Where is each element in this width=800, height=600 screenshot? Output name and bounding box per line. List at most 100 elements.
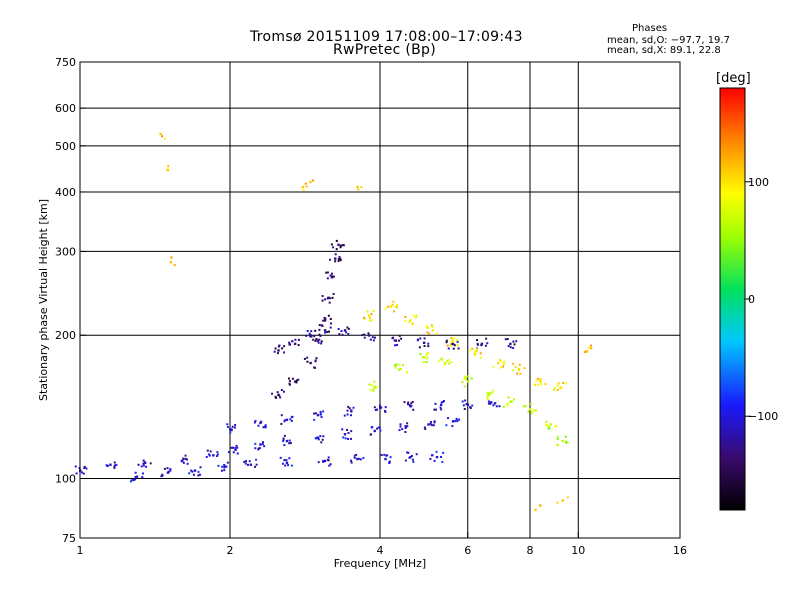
data-point — [556, 501, 559, 504]
data-point — [329, 326, 332, 329]
data-point — [320, 416, 323, 419]
data-point — [352, 406, 355, 409]
data-point — [284, 464, 287, 467]
data-point — [287, 464, 290, 467]
data-point — [432, 424, 435, 427]
data-point — [401, 428, 404, 431]
data-point — [531, 410, 534, 413]
data-point — [280, 414, 283, 417]
phases-mean-x: mean, sd,X: 89.1, 22.8 — [607, 45, 721, 56]
data-point — [489, 402, 492, 405]
data-point — [529, 403, 532, 406]
data-point — [393, 310, 396, 313]
data-point — [589, 347, 593, 350]
data-point — [167, 165, 170, 168]
data-point — [544, 383, 547, 386]
data-point — [469, 406, 472, 409]
data-point — [470, 377, 473, 380]
data-point — [498, 405, 501, 408]
data-point — [534, 383, 537, 386]
data-point — [315, 338, 318, 341]
data-point — [323, 329, 327, 332]
data-point — [556, 438, 559, 441]
data-point — [338, 256, 341, 259]
data-point — [234, 447, 237, 450]
data-point — [85, 467, 88, 470]
data-point — [288, 439, 291, 442]
data-point — [315, 357, 318, 360]
data-point — [536, 378, 539, 381]
data-point — [234, 448, 237, 452]
data-point — [564, 382, 567, 385]
data-point — [161, 135, 164, 138]
colorbar — [719, 87, 746, 511]
data-point — [261, 441, 264, 444]
data-point — [315, 437, 318, 440]
data-point — [419, 337, 422, 340]
data-point — [441, 401, 444, 404]
data-point — [334, 253, 337, 256]
data-point — [182, 461, 185, 464]
data-point — [412, 460, 415, 463]
data-point — [466, 375, 469, 378]
data-point — [384, 307, 387, 310]
data-point — [369, 319, 372, 322]
data-point — [223, 463, 226, 466]
data-point — [437, 360, 440, 363]
data-point — [212, 454, 215, 457]
data-point — [479, 356, 482, 359]
data-point — [506, 402, 509, 405]
data-point — [180, 459, 184, 463]
data-point — [327, 330, 330, 333]
data-point — [464, 375, 467, 378]
data-point — [308, 332, 311, 335]
data-point — [539, 378, 542, 381]
data-point — [471, 404, 474, 407]
data-point — [473, 352, 477, 356]
data-point — [556, 443, 559, 446]
data-points — [74, 132, 593, 512]
data-point — [400, 337, 403, 340]
data-point — [350, 430, 353, 433]
data-point — [350, 461, 353, 464]
phases-mean-o: mean, sd,O: −97.7, 19.7 — [607, 35, 730, 46]
data-point — [355, 453, 358, 456]
data-point — [411, 458, 414, 461]
data-point — [502, 405, 505, 408]
data-point — [445, 339, 448, 342]
data-point — [394, 366, 397, 369]
data-point — [221, 465, 224, 468]
data-point — [409, 405, 412, 408]
data-point — [244, 462, 247, 465]
data-point — [488, 391, 491, 394]
data-point — [468, 349, 471, 352]
data-point — [199, 466, 202, 469]
data-point — [384, 410, 387, 413]
data-point — [230, 446, 233, 449]
data-point — [282, 440, 285, 443]
data-point — [409, 455, 412, 459]
data-point — [506, 404, 509, 407]
data-point — [243, 460, 246, 463]
data-point — [380, 454, 383, 457]
data-point — [443, 363, 446, 366]
data-point — [409, 319, 412, 322]
data-point — [314, 339, 317, 342]
data-point — [348, 407, 351, 410]
data-point — [406, 403, 409, 406]
data-point — [431, 325, 434, 328]
data-point — [415, 314, 418, 317]
data-point — [288, 457, 291, 460]
data-point — [281, 347, 284, 350]
data-point — [185, 458, 188, 461]
data-point — [537, 383, 540, 386]
data-point — [442, 451, 445, 454]
data-point — [291, 377, 294, 380]
data-point — [257, 447, 260, 450]
data-point — [369, 433, 372, 436]
data-point — [492, 365, 495, 368]
data-point — [485, 337, 488, 340]
data-point — [282, 437, 285, 440]
data-point — [434, 402, 437, 405]
data-point — [451, 424, 454, 427]
